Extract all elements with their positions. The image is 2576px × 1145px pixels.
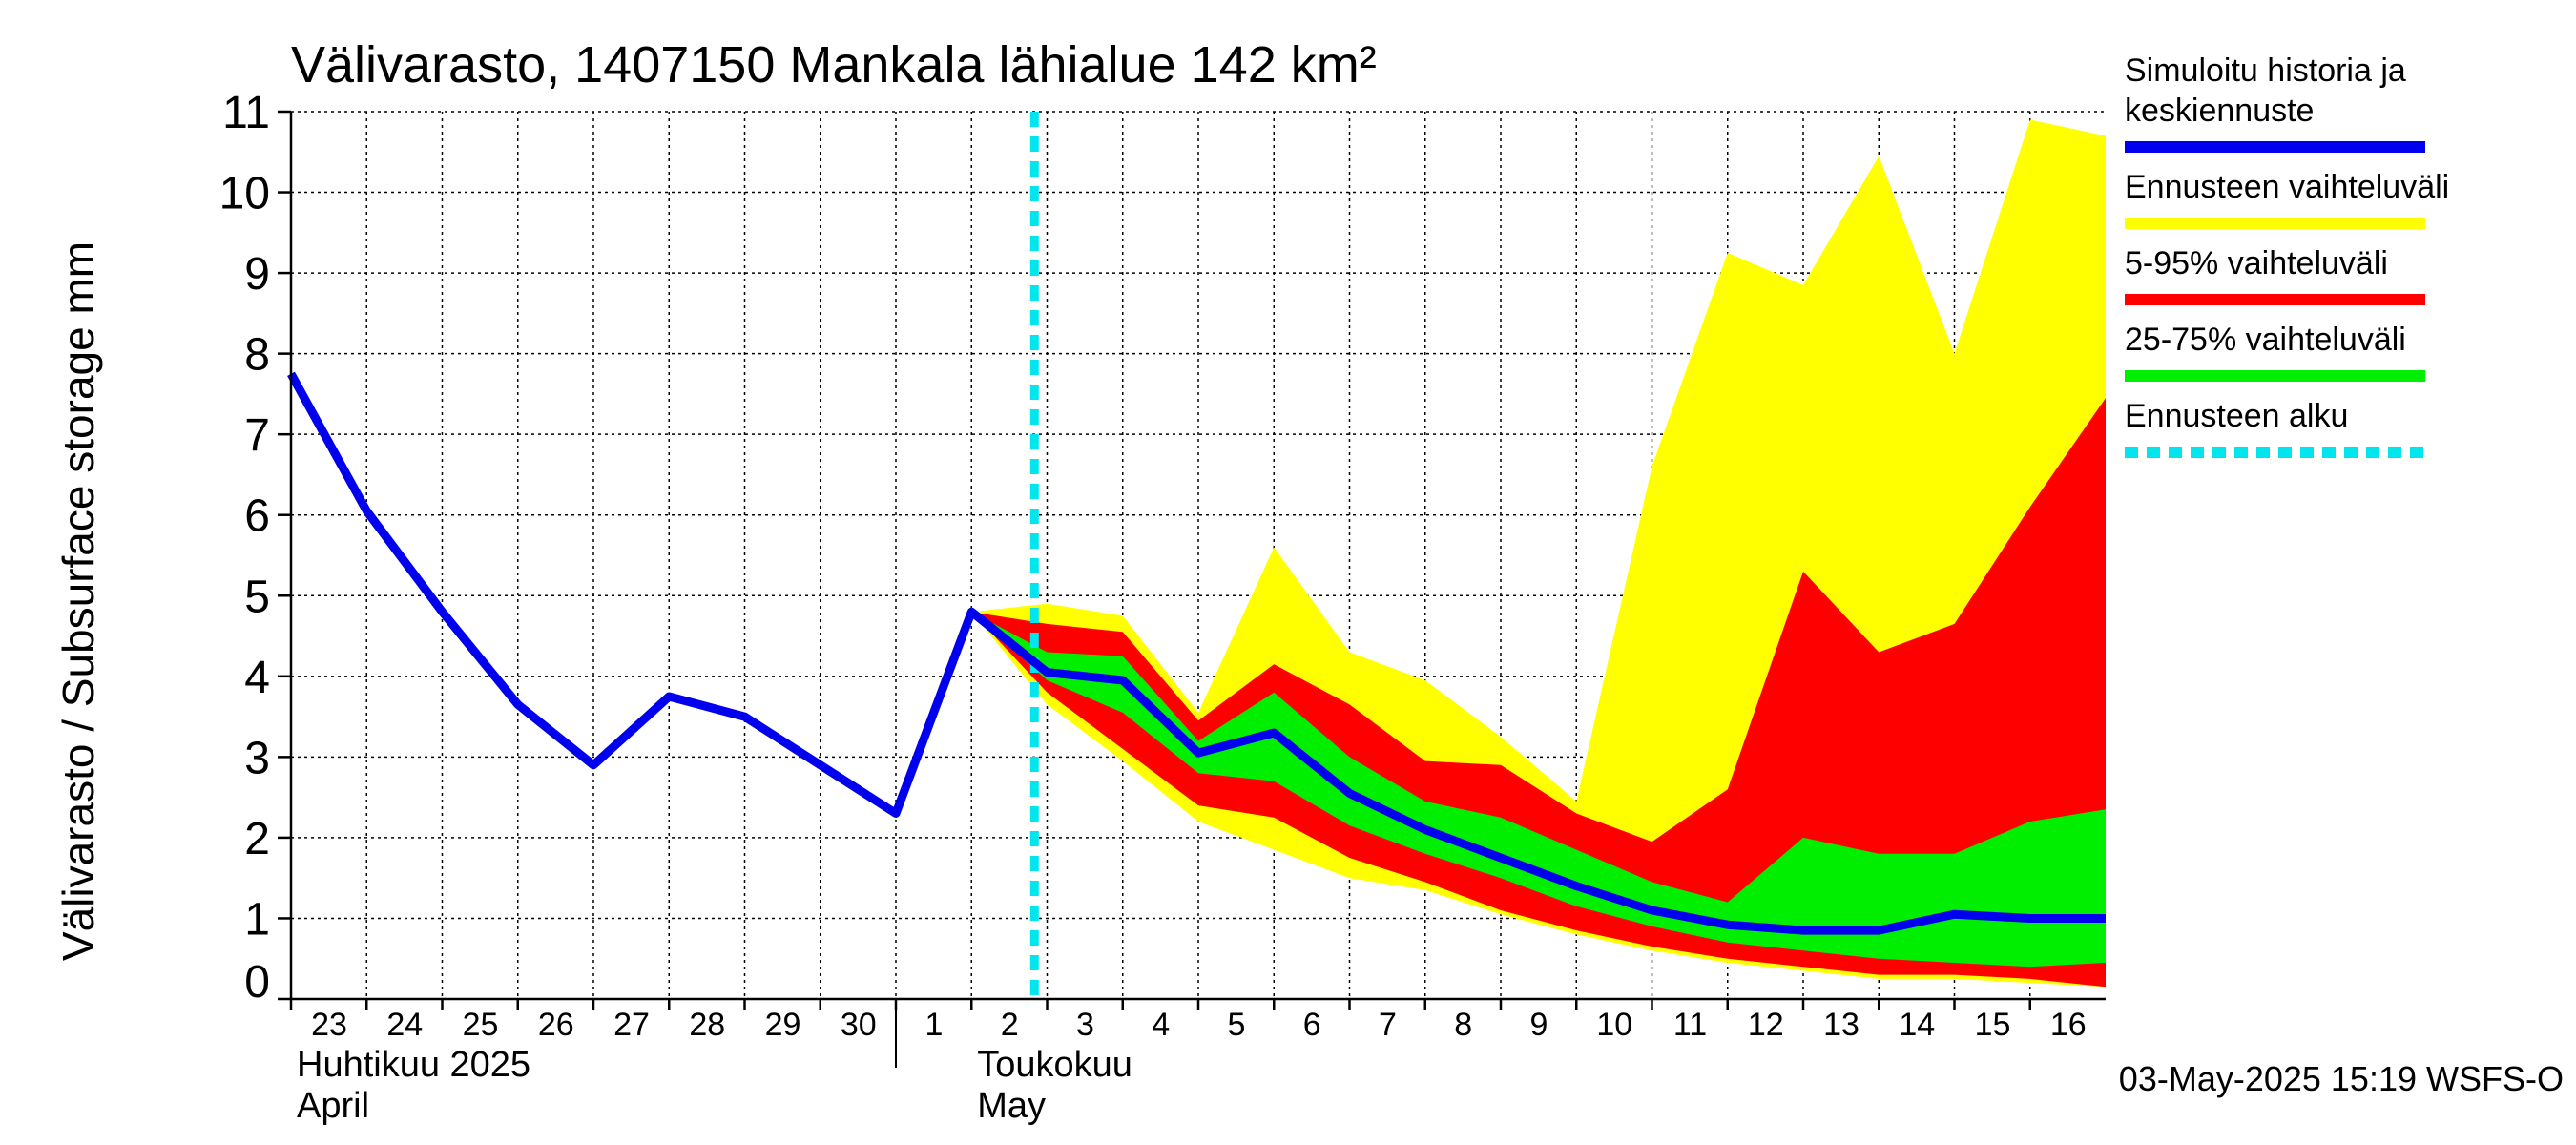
- month-label-en: May: [977, 1086, 1046, 1126]
- x-tick-label: 3: [1076, 1007, 1094, 1043]
- legend-label: Simuloitu historia ja: [2125, 52, 2406, 89]
- x-tick-label: 4: [1152, 1007, 1170, 1043]
- month-label-en: April: [297, 1086, 369, 1126]
- legend-label: keskiennuste: [2125, 93, 2314, 129]
- legend-label: 25-75% vaihteluväli: [2125, 322, 2406, 358]
- y-tick-label: 8: [244, 330, 270, 381]
- legend-label: Ennusteen alku: [2125, 398, 2348, 434]
- month-label-fi: Huhtikuu 2025: [297, 1045, 530, 1085]
- y-tick-label: 5: [244, 572, 270, 622]
- x-tick-label: 30: [841, 1007, 877, 1043]
- y-tick-label: 0: [244, 957, 270, 1008]
- series-median-line: [287, 371, 2106, 935]
- chart-title: Välivarasto, 1407150 Mankala lähialue 14…: [291, 36, 1377, 94]
- y-tick-label: 7: [244, 410, 270, 461]
- y-tick-label: 1: [244, 894, 270, 945]
- legend-label: 5-95% vaihteluväli: [2125, 245, 2388, 281]
- x-tick-label: 13: [1823, 1007, 1859, 1043]
- x-tick-label: 9: [1530, 1007, 1548, 1043]
- y-tick-label: 4: [244, 653, 270, 703]
- x-tick-label: 14: [1899, 1007, 1935, 1043]
- y-tick-label: 6: [244, 491, 270, 542]
- x-tick-label: 11: [1673, 1007, 1707, 1043]
- x-tick-label: 2: [1001, 1007, 1019, 1043]
- x-tick-label: 15: [1975, 1007, 2011, 1043]
- y-tick-label: 2: [244, 814, 270, 864]
- y-tick-label: 11: [222, 88, 270, 138]
- x-tick-label: 16: [2050, 1007, 2087, 1043]
- y-tick-label: 10: [219, 169, 270, 219]
- x-tick-label: 29: [765, 1007, 801, 1043]
- x-tick-label: 28: [689, 1007, 725, 1043]
- x-tick-label: 25: [463, 1007, 499, 1043]
- x-tick-label: 8: [1454, 1007, 1472, 1043]
- x-tick-label: 7: [1379, 1007, 1397, 1043]
- x-tick-label: 12: [1748, 1007, 1784, 1043]
- x-tick-label: 26: [538, 1007, 574, 1043]
- y-tick-label: 9: [244, 249, 270, 300]
- y-tick-label: 3: [244, 733, 270, 783]
- x-tick-label: 27: [613, 1007, 650, 1043]
- x-tick-label: 1: [925, 1007, 944, 1043]
- x-tick-label: 6: [1303, 1007, 1321, 1043]
- legend-label: Ennusteen vaihteluväli: [2125, 169, 2449, 205]
- band-25-75: [971, 612, 2106, 968]
- legend: Simuloitu historia ja keskiennuste Ennuste…: [2125, 52, 2449, 458]
- y-axis-label: Välivarasto / Subsurface storage mm: [53, 241, 103, 961]
- x-tick-label: 5: [1228, 1007, 1246, 1043]
- band-5-95: [971, 398, 2106, 988]
- series-lines: [287, 112, 2106, 999]
- month-label-fi: Toukokuu: [977, 1045, 1132, 1085]
- x-tick-label: 24: [386, 1007, 423, 1043]
- x-tick-label: 23: [311, 1007, 347, 1043]
- x-tick-label: 10: [1596, 1007, 1632, 1043]
- footer-timestamp: 03-May-2025 15:19 WSFS-O: [2119, 1059, 2564, 1098]
- forecast-bands: [971, 119, 2106, 988]
